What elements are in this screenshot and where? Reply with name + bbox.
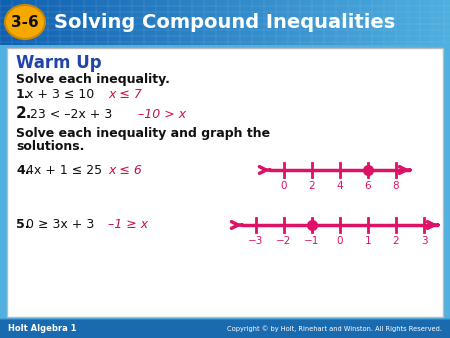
Ellipse shape	[5, 5, 45, 39]
Text: 4: 4	[337, 181, 343, 191]
Text: 5.: 5.	[16, 218, 30, 232]
Text: 6: 6	[364, 181, 371, 191]
Text: Holt Algebra 1: Holt Algebra 1	[8, 324, 76, 333]
Text: x ≤ 7: x ≤ 7	[108, 89, 142, 101]
FancyBboxPatch shape	[7, 48, 443, 317]
Text: 23 < –2x + 3: 23 < –2x + 3	[30, 107, 112, 121]
Text: 0: 0	[281, 181, 287, 191]
Text: –1 ≥ x: –1 ≥ x	[108, 218, 148, 232]
Text: 3: 3	[421, 236, 427, 246]
Text: 2: 2	[393, 236, 399, 246]
Text: –10 > x: –10 > x	[138, 107, 186, 121]
Text: 1.: 1.	[16, 89, 30, 101]
Text: −1: −1	[304, 236, 320, 246]
Text: −2: −2	[276, 236, 292, 246]
Text: 4.: 4.	[16, 164, 30, 176]
Text: 0 ≥ 3x + 3: 0 ≥ 3x + 3	[26, 218, 94, 232]
Text: 4x + 1 ≤ 25: 4x + 1 ≤ 25	[26, 164, 102, 176]
Text: Warm Up: Warm Up	[16, 54, 102, 72]
Text: 8: 8	[393, 181, 399, 191]
Text: Solving Compound Inequalities: Solving Compound Inequalities	[54, 13, 395, 32]
Text: x ≤ 6: x ≤ 6	[108, 164, 142, 176]
Text: 2: 2	[309, 181, 315, 191]
Text: 1: 1	[364, 236, 371, 246]
Text: Solve each inequality.: Solve each inequality.	[16, 73, 170, 87]
Text: 2.: 2.	[16, 106, 32, 121]
Text: Copyright © by Holt, Rinehart and Winston. All Rights Reserved.: Copyright © by Holt, Rinehart and Winsto…	[227, 325, 442, 332]
Text: 3-6: 3-6	[11, 15, 39, 30]
Text: solutions.: solutions.	[16, 141, 85, 153]
Text: Solve each inequality and graph the: Solve each inequality and graph the	[16, 127, 270, 141]
Text: x + 3 ≤ 10: x + 3 ≤ 10	[26, 89, 94, 101]
Text: −3: −3	[248, 236, 264, 246]
Text: 0: 0	[337, 236, 343, 246]
